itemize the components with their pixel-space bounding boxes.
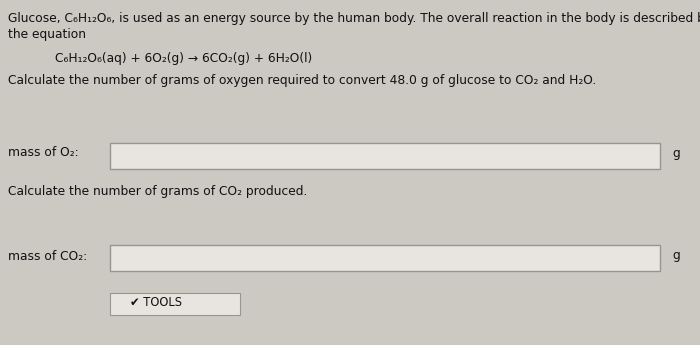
- Text: mass of O₂:: mass of O₂:: [8, 147, 78, 159]
- Text: g: g: [672, 249, 680, 263]
- Text: ✔ TOOLS: ✔ TOOLS: [130, 296, 182, 309]
- Text: the equation: the equation: [8, 28, 86, 41]
- Text: g: g: [672, 147, 680, 159]
- FancyBboxPatch shape: [110, 293, 240, 315]
- Text: Calculate the number of grams of CO₂ produced.: Calculate the number of grams of CO₂ pro…: [8, 185, 307, 198]
- Text: mass of CO₂:: mass of CO₂:: [8, 249, 87, 263]
- Text: C₆H₁₂O₆(aq) + 6O₂(g) → 6CO₂(g) + 6H₂O(l): C₆H₁₂O₆(aq) + 6O₂(g) → 6CO₂(g) + 6H₂O(l): [55, 52, 312, 65]
- FancyBboxPatch shape: [110, 143, 660, 169]
- Text: Calculate the number of grams of oxygen required to convert 48.0 g of glucose to: Calculate the number of grams of oxygen …: [8, 74, 596, 87]
- Text: Glucose, C₆H₁₂O₆, is used as an energy source by the human body. The overall rea: Glucose, C₆H₁₂O₆, is used as an energy s…: [8, 12, 700, 25]
- FancyBboxPatch shape: [110, 245, 660, 271]
